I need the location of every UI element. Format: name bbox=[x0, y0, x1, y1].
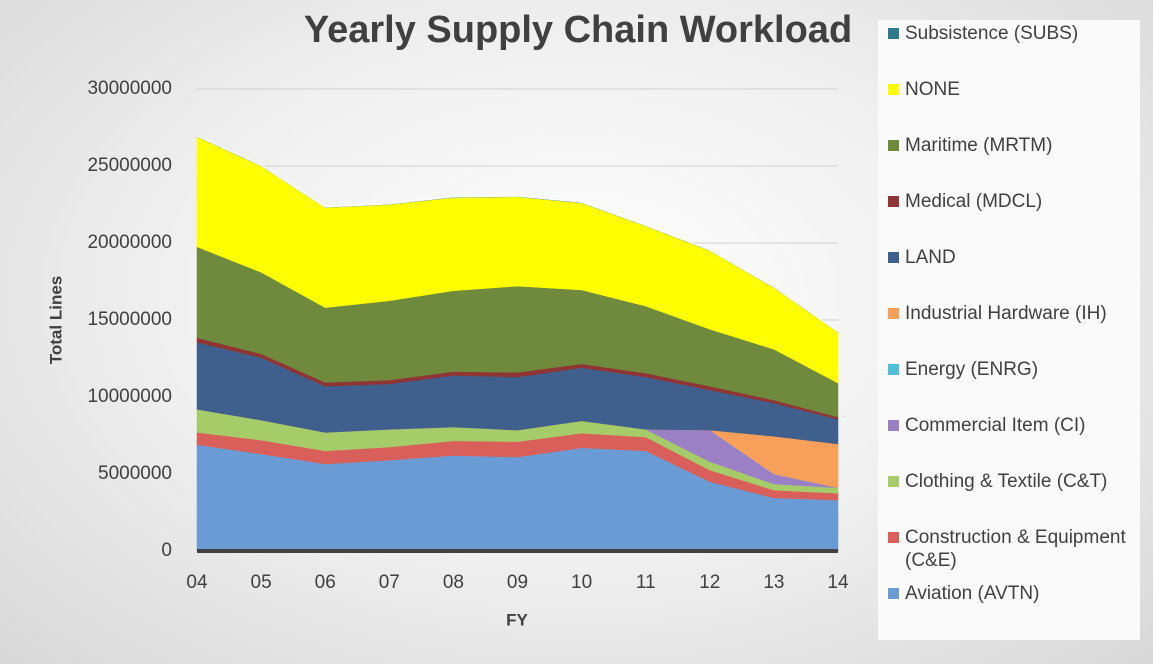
x-tick-label: 08 bbox=[443, 572, 464, 593]
legend-swatch bbox=[888, 420, 899, 431]
legend-item: Clothing & Textile (C&T) bbox=[888, 470, 1132, 526]
legend-label: Commercial Item (CI) bbox=[905, 415, 1086, 436]
legend-item: Energy (ENRG) bbox=[888, 358, 1132, 414]
legend-label: Medical (MDCL) bbox=[905, 191, 1043, 212]
y-tick-label: 15000000 bbox=[87, 309, 172, 330]
legend-label: Clothing & Textile (C&T) bbox=[905, 471, 1108, 492]
legend-item: NONE bbox=[888, 78, 1132, 134]
legend-swatch bbox=[888, 588, 899, 599]
top-edge bbox=[196, 135, 839, 333]
legend-item: Aviation (AVTN) bbox=[888, 582, 1132, 638]
x-tick-label: 05 bbox=[251, 572, 272, 593]
legend-swatch bbox=[888, 140, 899, 151]
legend-swatch bbox=[888, 364, 899, 375]
legend-swatch bbox=[888, 84, 899, 95]
x-tick-label: 14 bbox=[827, 572, 849, 593]
legend-swatch bbox=[888, 196, 899, 207]
x-tick-label: 09 bbox=[507, 572, 528, 593]
legend-label: Subsistence (SUBS) bbox=[905, 23, 1079, 44]
legend-item: Subsistence (SUBS) bbox=[888, 22, 1132, 78]
x-axis-label: FY bbox=[506, 610, 528, 629]
x-tick-label: 10 bbox=[571, 572, 592, 593]
x-tick-label: 12 bbox=[699, 572, 720, 593]
legend-item: Commercial Item (CI) bbox=[888, 414, 1132, 470]
y-tick-label: 20000000 bbox=[87, 232, 172, 253]
legend-label: Industrial Hardware (IH) bbox=[905, 303, 1107, 324]
legend-label: Aviation (AVTN) bbox=[905, 583, 1040, 604]
legend-item: LAND bbox=[888, 246, 1132, 302]
x-tick-label: 11 bbox=[636, 572, 656, 593]
legend-item: Construction & Equipment (C&E) bbox=[888, 526, 1132, 582]
legend-label: Maritime (MRTM) bbox=[905, 135, 1053, 156]
legend-item: Medical (MDCL) bbox=[888, 190, 1132, 246]
y-tick-label: 10000000 bbox=[87, 386, 172, 407]
legend-item: Industrial Hardware (IH) bbox=[888, 302, 1132, 358]
x-tick-label: 04 bbox=[186, 572, 208, 593]
y-tick-label: 5000000 bbox=[98, 463, 172, 484]
x-tick-label: 06 bbox=[315, 572, 336, 593]
legend-swatch bbox=[888, 28, 899, 39]
x-tick-label: 13 bbox=[763, 572, 784, 593]
y-tick-label: 30000000 bbox=[87, 78, 172, 99]
chart-title: Yearly Supply Chain Workload bbox=[304, 9, 852, 51]
x-tick-label: 07 bbox=[379, 572, 400, 593]
y-tick-label: 0 bbox=[161, 540, 172, 561]
legend-swatch bbox=[888, 308, 899, 319]
legend-label: LAND bbox=[905, 247, 956, 268]
legend-swatch bbox=[888, 476, 899, 487]
legend: Subsistence (SUBS) NONE Maritime (MRTM) Med… bbox=[878, 20, 1140, 640]
legend-label: NONE bbox=[905, 79, 960, 100]
legend-swatch bbox=[888, 252, 899, 263]
legend-item: Maritime (MRTM) bbox=[888, 134, 1132, 190]
y-tick-label: 25000000 bbox=[87, 155, 172, 176]
legend-label: Energy (ENRG) bbox=[905, 359, 1039, 380]
y-axis-label: Total Lines bbox=[46, 276, 65, 364]
legend-label: Construction & Equipment (C&E) bbox=[905, 527, 1126, 571]
legend-swatch bbox=[888, 532, 899, 543]
